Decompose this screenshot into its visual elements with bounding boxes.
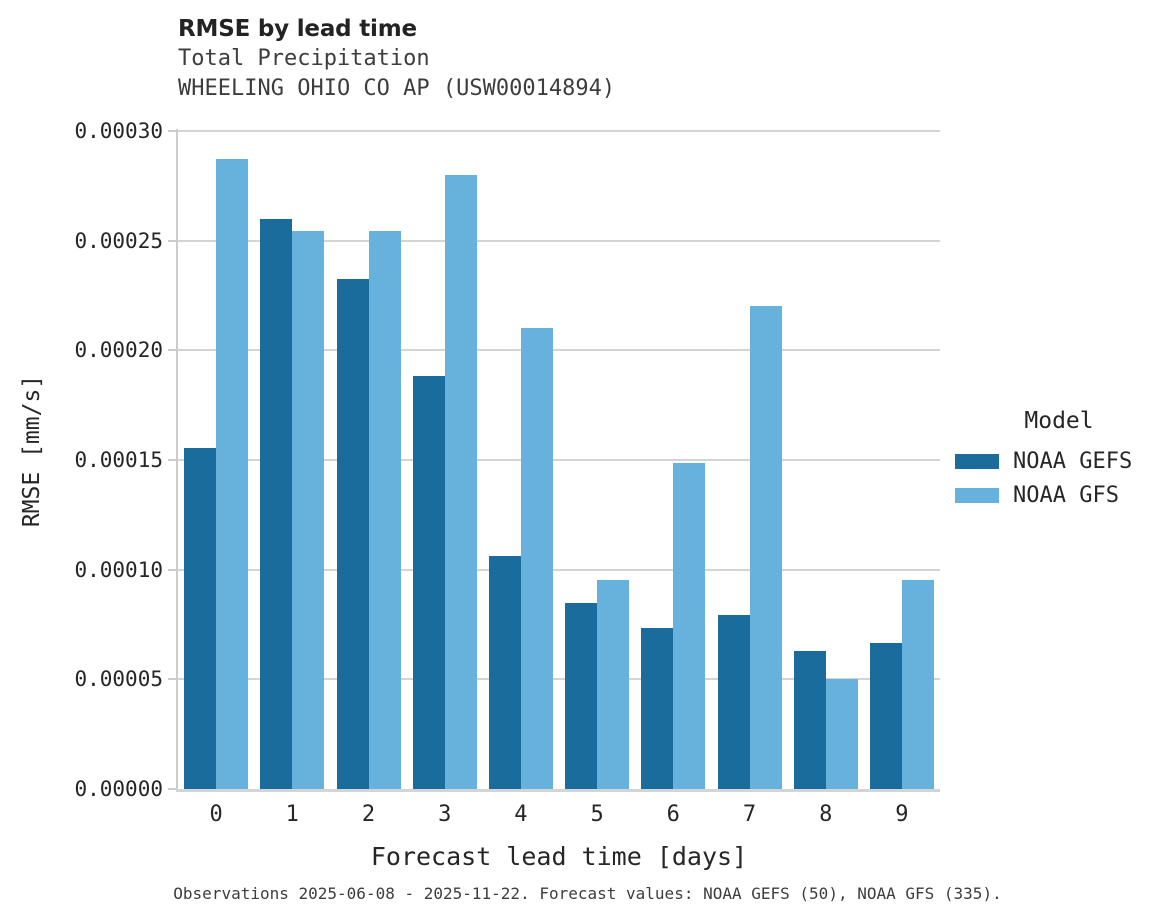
chart-subtitle: Total Precipitation [178,46,430,71]
legend-item-label: NOAA GEFS [1013,448,1133,474]
x-axis-tick-label: 6 [666,802,680,827]
bar-noaa-gfs-lead-0 [216,159,249,789]
x-axis-tick-label: 0 [209,802,223,827]
y-axis-tick [168,349,176,352]
plot-area [178,130,940,789]
x-axis-tick-label: 8 [819,802,833,827]
y-axis-tick-label: 0.00005 [74,667,163,692]
bar-noaa-gefs-lead-0 [184,447,217,789]
y-axis-tick [168,239,176,242]
x-axis-line [176,789,940,792]
bar-noaa-gefs-lead-8 [793,651,826,789]
chart-title: RMSE by lead time [178,16,417,42]
bar-noaa-gefs-lead-6 [641,627,674,789]
x-axis-tick-label: 1 [285,802,299,827]
bar-noaa-gefs-lead-9 [869,643,902,789]
x-axis-tick-label: 4 [514,802,528,827]
gridline [178,130,940,132]
gridline [178,459,940,461]
bar-noaa-gfs-lead-5 [597,579,630,789]
y-axis-tick [168,568,176,571]
legend-swatch-icon [955,487,999,503]
y-axis-tick-label: 0.00000 [74,777,163,801]
bar-noaa-gefs-lead-5 [565,603,598,789]
legend-item[interactable]: NOAA GEFS [955,444,1170,478]
bar-noaa-gefs-lead-4 [488,555,521,789]
x-axis-title: Forecast lead time [days] [370,842,748,871]
y-axis-tick-label: 0.00010 [74,557,163,582]
y-axis-tick-label: 0.00020 [74,338,163,363]
gridline [178,678,940,681]
footer-note: Observations 2025-06-08 - 2025-11-22. Fo… [173,884,1002,903]
x-axis-tick-label: 2 [361,802,376,827]
chart-station-subtitle: WHEELING OHIO CO AP (USW00014894) [178,76,616,101]
x-axis-tick-label: 3 [438,802,452,827]
legend-swatch-icon [955,453,999,469]
legend-item[interactable]: NOAA GFS [955,478,1170,512]
x-axis-tick-label: 9 [895,802,909,827]
gridline [178,568,940,571]
y-axis-tick [168,678,176,681]
legend-item-label: NOAA GFS [1013,482,1119,508]
bar-noaa-gfs-lead-8 [825,679,858,789]
bar-noaa-gfs-lead-4 [520,328,553,789]
legend-rows: NOAA GEFS NOAA GFS [955,444,1170,512]
x-axis-tick-label: 5 [590,802,604,827]
legend: Model NOAA GEFS NOAA GFS [955,408,1170,512]
y-axis-tick-labels: 0.00000 0.00005 0.00010 0.00015 0.00020 0.000… [0,0,163,923]
y-axis-title: RMSE [mm/s] [19,374,45,528]
title-block: RMSE by lead time Total Precipitation WH… [178,14,878,104]
gridline [178,239,940,242]
x-axis-tick-label: 7 [742,802,757,827]
legend-title: Model [1024,408,1094,434]
bar-noaa-gefs-lead-3 [412,375,445,789]
bar-noaa-gefs-lead-7 [717,615,750,789]
bar-noaa-gefs-lead-1 [260,218,293,789]
y-axis-tick-label: 0.00030 [74,119,163,143]
gridline [178,349,940,352]
bar-noaa-gfs-lead-1 [292,230,325,789]
bar-noaa-gefs-lead-2 [336,279,369,789]
bar-noaa-gfs-lead-2 [368,230,401,789]
bar-noaa-gfs-lead-6 [673,462,706,789]
y-axis-tick-label: 0.00015 [74,448,163,472]
y-axis-tick [168,459,176,461]
y-axis-tick-label: 0.00025 [74,228,163,253]
y-axis-tick [168,788,176,790]
bar-noaa-gfs-lead-7 [749,306,782,789]
y-axis-tick [168,130,176,132]
y-axis-line [176,129,178,791]
bar-noaa-gfs-lead-9 [901,579,934,789]
bar-noaa-gfs-lead-3 [444,174,477,789]
